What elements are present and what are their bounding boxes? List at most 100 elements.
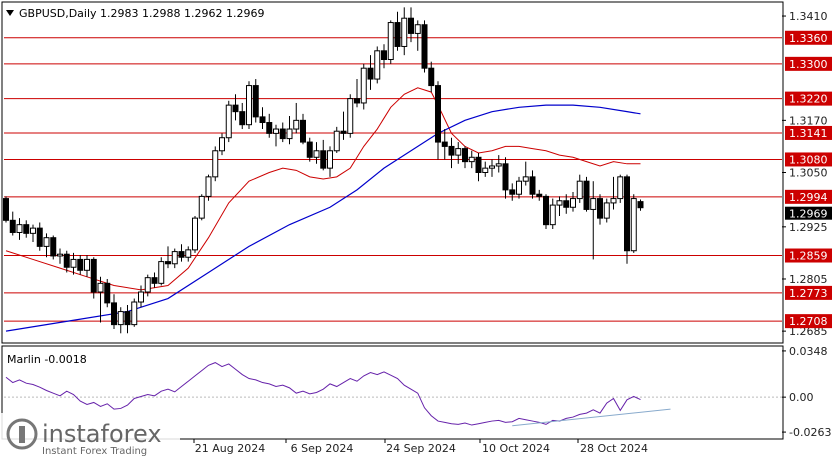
indicator-panel <box>1 345 784 440</box>
indicator-label: Marlin -0.0018 <box>7 353 87 366</box>
oscillator-trendline <box>512 408 671 427</box>
candle-body <box>597 198 603 219</box>
candle-body <box>50 237 57 257</box>
candle-body <box>144 277 151 293</box>
osc-tick-label: 0.0348 <box>789 345 828 358</box>
candle-body <box>252 85 259 118</box>
y-tick-label: 1.2805 <box>789 273 828 286</box>
candle-body <box>259 116 266 124</box>
candle-body <box>347 98 354 134</box>
candle-body <box>610 198 617 204</box>
candle-body <box>549 204 556 226</box>
candle-body <box>63 253 70 268</box>
candle-body <box>448 145 455 156</box>
candle-body <box>333 130 340 152</box>
candle-body <box>36 227 43 247</box>
candle-body <box>543 195 549 226</box>
candle-body <box>232 104 239 113</box>
candle-body <box>489 165 495 169</box>
candle-body <box>509 189 516 195</box>
candle-body <box>637 201 644 209</box>
instaforex-logo: instaforex Instant Forex Trading <box>0 413 180 459</box>
candle-body <box>171 251 178 265</box>
current-price-badge <box>785 206 832 220</box>
candle-body <box>151 277 158 284</box>
x-tick-label: 6 Sep 2024 <box>291 442 354 455</box>
candle-body <box>408 17 414 34</box>
level-badge-label: 1.3300 <box>789 58 828 71</box>
x-tick-label: 28 Oct 2024 <box>580 442 648 455</box>
candle-body <box>30 227 36 234</box>
candle-body <box>158 261 165 284</box>
level-badge-label: 1.3141 <box>789 127 828 140</box>
candle-body <box>536 193 543 197</box>
candle-body <box>630 198 637 252</box>
level-badge-label: 1.2708 <box>789 315 828 328</box>
candle-body <box>239 111 246 126</box>
candle-body <box>9 219 16 233</box>
level-badge <box>785 56 832 71</box>
dropdown-triangle-icon[interactable] <box>6 10 14 16</box>
candle-body <box>300 119 306 143</box>
oscillator-line <box>5 362 641 426</box>
candle-body <box>421 24 428 69</box>
candle-body <box>475 156 482 174</box>
candle-body <box>138 291 144 303</box>
candle-body <box>131 301 138 326</box>
candle-body <box>293 119 300 130</box>
candle-body <box>590 198 597 210</box>
candle-body <box>313 150 320 158</box>
candle-body <box>441 141 448 147</box>
candle-body <box>111 302 117 326</box>
candle-body <box>246 85 252 126</box>
level-badge <box>785 152 832 167</box>
candle-body <box>97 282 104 293</box>
candle-body <box>617 176 624 200</box>
x-tick-label: 24 Sep 2024 <box>386 442 456 455</box>
level-badge-label: 1.3220 <box>789 93 828 106</box>
moving-averages <box>5 87 641 332</box>
level-badge-label: 1.2773 <box>789 287 828 300</box>
candle-body <box>381 50 387 61</box>
x-tick-label: 21 Aug 2024 <box>195 442 265 455</box>
candle-body <box>583 180 590 210</box>
candle-body <box>57 253 63 257</box>
candles <box>3 7 644 334</box>
candle-body <box>603 202 610 219</box>
candle-body <box>43 237 50 247</box>
ma-fast-line <box>5 87 641 291</box>
candle-body <box>354 98 360 104</box>
level-badge-label: 1.2994 <box>789 191 828 204</box>
candle-body <box>219 137 225 152</box>
candle-body <box>16 224 23 233</box>
candle-body <box>70 258 77 268</box>
level-badge <box>785 30 832 45</box>
candle-body <box>77 258 84 271</box>
level-badge-label: 1.2859 <box>789 250 828 263</box>
level-badge <box>785 189 832 204</box>
candle-body <box>279 128 286 140</box>
candle-body <box>84 258 90 271</box>
candle-body <box>104 282 111 304</box>
candle-body <box>165 261 171 265</box>
candle-body <box>482 167 489 173</box>
candle-body <box>212 150 219 178</box>
candle-body <box>198 195 205 219</box>
candle-body <box>374 50 381 80</box>
candle-body <box>286 128 293 140</box>
resistance-levels <box>4 37 782 322</box>
candle-body <box>468 156 475 163</box>
candle-body <box>340 130 347 134</box>
osc-tick-label: 0.00 <box>789 391 814 404</box>
candle-body <box>3 198 9 221</box>
candle-body <box>455 148 462 156</box>
level-badge <box>785 125 832 140</box>
oscillator: 0.0348 0.00 -0.0263 <box>4 345 831 439</box>
level-badge-label: 1.3360 <box>789 32 828 45</box>
candle-body <box>320 150 327 169</box>
y-tick-label: 1.2925 <box>789 221 828 234</box>
price-axis: 1.3410 1.3170 1.3050 1.2925 1.2805 1.2685 <box>782 10 828 338</box>
candle-body <box>90 258 97 293</box>
candle-body <box>428 67 435 87</box>
